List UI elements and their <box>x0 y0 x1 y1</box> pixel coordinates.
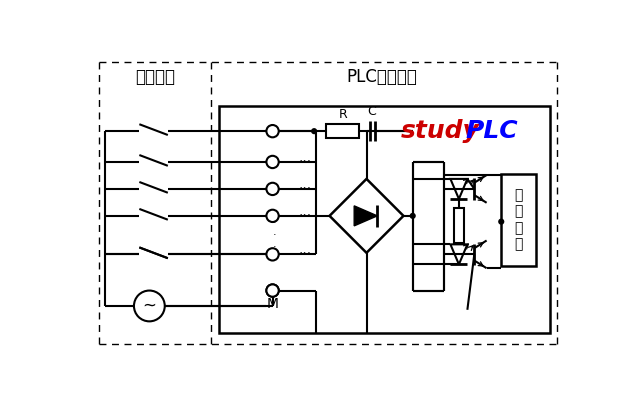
Text: R: R <box>339 108 347 121</box>
Circle shape <box>266 284 279 297</box>
Circle shape <box>311 128 317 134</box>
Circle shape <box>266 156 279 168</box>
Text: study: study <box>401 119 480 143</box>
Polygon shape <box>354 206 378 226</box>
Bar <box>454 208 464 243</box>
Text: ···: ··· <box>298 155 312 169</box>
Polygon shape <box>451 179 467 199</box>
Text: PLC: PLC <box>465 119 518 143</box>
Text: PLC内部接线: PLC内部接线 <box>346 68 417 86</box>
Text: ···: ··· <box>298 182 312 196</box>
Circle shape <box>266 284 279 297</box>
Polygon shape <box>330 179 403 253</box>
Circle shape <box>498 218 504 225</box>
Text: ·
·
·: · · · <box>272 218 276 252</box>
Bar <box>326 124 359 138</box>
Text: ···: ··· <box>298 209 312 223</box>
Polygon shape <box>451 244 467 264</box>
Bar <box>219 106 550 333</box>
Circle shape <box>266 248 279 260</box>
Circle shape <box>266 183 279 195</box>
Text: M: M <box>267 298 278 312</box>
Circle shape <box>134 290 164 321</box>
Bar <box>501 174 536 266</box>
Text: 至
处
理
器: 至 处 理 器 <box>515 188 523 251</box>
Text: ···: ··· <box>298 247 312 261</box>
Text: C: C <box>367 105 376 118</box>
Circle shape <box>410 213 416 219</box>
Text: 外部接线: 外部接线 <box>135 68 175 86</box>
Circle shape <box>266 125 279 137</box>
Circle shape <box>266 210 279 222</box>
Text: ~: ~ <box>142 297 156 315</box>
